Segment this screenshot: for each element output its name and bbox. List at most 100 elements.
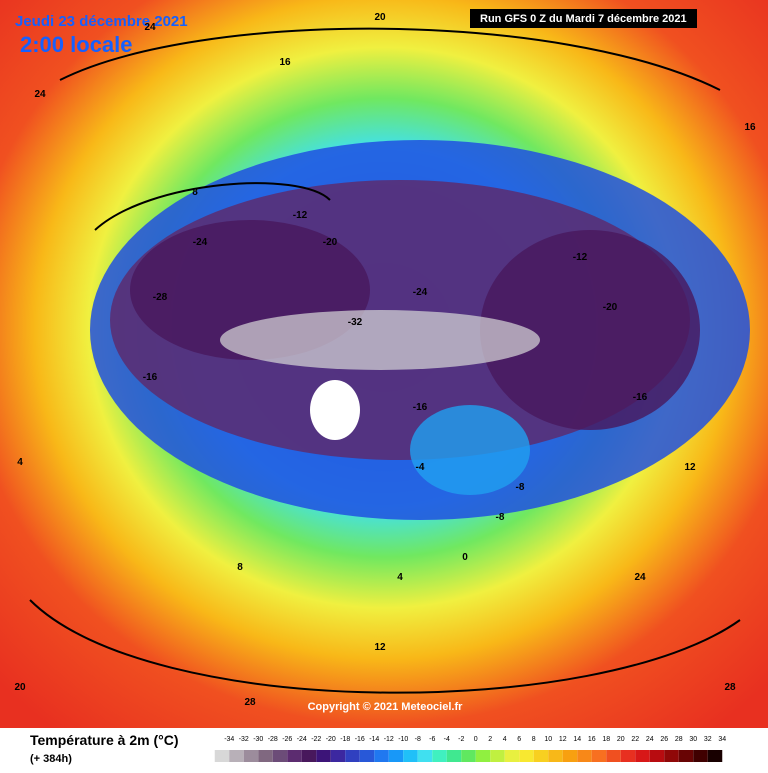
legend-title: Température à 2m (°C)	[30, 732, 179, 748]
legend-tick-label: -12	[384, 736, 394, 743]
legend-tick-label: 28	[675, 736, 683, 743]
legend-swatch	[316, 750, 331, 762]
legend-tick-label: 26	[660, 736, 668, 743]
legend-swatch	[432, 750, 447, 762]
legend-tick-label: 2	[488, 736, 492, 743]
contour-label: 8	[237, 562, 243, 573]
legend-tick-label: -6	[429, 736, 435, 743]
legend-swatch	[243, 750, 259, 762]
legend-swatch	[258, 750, 273, 762]
legend-tick-label: -32	[239, 736, 249, 743]
legend-swatch	[620, 750, 636, 762]
contour-label: 24	[144, 22, 156, 33]
contour-label: 0	[462, 552, 468, 563]
contour-label: -24	[193, 237, 208, 248]
contour-label: -12	[573, 252, 588, 263]
legend-swatch	[461, 750, 476, 762]
legend-swatch	[417, 750, 433, 762]
legend-swatch	[446, 750, 462, 762]
copyright: Copyright © 2021 Meteociel.fr	[308, 701, 464, 713]
legend-tick-label: 8	[532, 736, 536, 743]
legend-swatch	[475, 750, 491, 762]
legend-tick-label: 30	[689, 736, 697, 743]
contour-label: 20	[374, 12, 386, 23]
run-box	[470, 9, 697, 28]
legend-tick-label: 4	[503, 736, 507, 743]
legend-tick-label: -16	[355, 736, 365, 743]
legend-swatch	[490, 750, 505, 762]
legend-tick-label: -30	[253, 736, 263, 743]
legend-tick-label: -8	[415, 736, 421, 743]
contour-label: -12	[293, 210, 308, 221]
contour-label: 20	[14, 682, 26, 693]
contour-label: 4	[397, 572, 403, 583]
legend-tick-label: 12	[559, 736, 567, 743]
legend-swatch	[707, 750, 723, 762]
contour-label: 16	[744, 122, 756, 133]
legend-swatch	[548, 750, 563, 762]
legend-tick-label: -18	[340, 736, 350, 743]
legend-swatch	[287, 750, 302, 762]
contour-label: -8	[516, 482, 525, 493]
contour-label: 28	[724, 682, 736, 693]
contour-label: 12	[374, 642, 386, 653]
contour-label: 16	[279, 57, 291, 68]
time: 2:00 locale	[20, 32, 133, 57]
legend-tick-label: 20	[617, 736, 625, 743]
legend-swatch	[519, 750, 534, 762]
legend-tick-label: 16	[588, 736, 596, 743]
legend-tick-label: -14	[369, 736, 379, 743]
legend-tick-label: 22	[631, 736, 639, 743]
legend-tick-label: 34	[718, 736, 726, 743]
legend-tick-label: 0	[474, 736, 478, 743]
contour-label: 24	[634, 572, 646, 583]
contour-label: -4	[416, 462, 425, 473]
legend-tick-label: 32	[704, 736, 712, 743]
contour-label: 28	[244, 697, 256, 708]
date: Jeudi 23 décembre 2021	[15, 13, 188, 30]
cold-zone	[220, 310, 540, 370]
run-info: Run GFS 0 Z du Mardi 7 décembre 2021	[480, 13, 687, 25]
legend-tick-label: -10	[398, 736, 408, 743]
legend-tick-label: 6	[517, 736, 521, 743]
contour-label: 12	[684, 462, 696, 473]
legend-swatch	[330, 750, 346, 762]
legend-tick-label: -4	[444, 736, 450, 743]
legend-swatch	[591, 750, 607, 762]
contour-label: -20	[323, 237, 338, 248]
legend-tick-label: 18	[602, 736, 610, 743]
contour-label: -24	[413, 287, 428, 298]
cold-zone	[410, 405, 530, 495]
contour-label: -16	[413, 402, 428, 413]
legend-tick-label: -24	[297, 736, 307, 743]
legend-swatch	[272, 750, 288, 762]
legend-swatch	[693, 750, 708, 762]
contour-label: -16	[633, 392, 648, 403]
legend-subtitle: (+ 384h)	[30, 753, 72, 765]
legend-tick-label: 14	[573, 736, 581, 743]
legend-swatch	[577, 750, 592, 762]
cold-zone	[310, 380, 360, 440]
legend-swatch	[301, 750, 317, 762]
legend-swatch	[649, 750, 665, 762]
contour-label: 4	[17, 457, 23, 468]
legend-swatch	[345, 750, 360, 762]
contour-labels: 24 16 20 8 -12 -24 -20 -28 -32 -16 -8 -4 0 4 12 28 -12 -2…	[14, 12, 756, 708]
contour-label: -32	[348, 317, 363, 328]
legend-tick-label: 10	[544, 736, 552, 743]
legend-swatch	[214, 750, 230, 762]
legend-tick-label: -34	[224, 736, 234, 743]
contour-label: -16	[143, 372, 158, 383]
legend-swatch	[229, 750, 244, 762]
legend-scale: -34 -32 -30 -28 -26 -24 -22 -20 -18 -16 -14 -12 -10-…	[214, 736, 726, 762]
legend-swatch	[504, 750, 520, 762]
coastline	[29, 27, 741, 694]
contour-label: 8	[192, 187, 198, 198]
legend-swatch	[606, 750, 621, 762]
legend-tick-label: 24	[646, 736, 654, 743]
legend-swatch	[403, 750, 418, 762]
legend-swatch	[562, 750, 578, 762]
legend-swatch	[664, 750, 679, 762]
contour-label: -28	[153, 292, 168, 303]
legend-swatch	[533, 750, 549, 762]
